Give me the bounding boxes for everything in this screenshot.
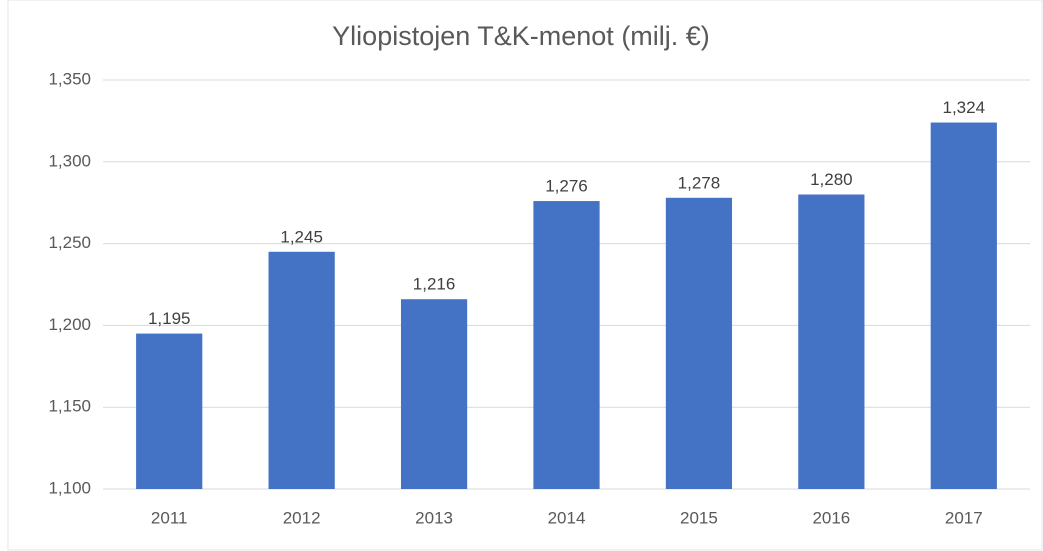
bar <box>665 197 733 490</box>
chart-title: Yliopistojen T&K-menot (milj. €) <box>332 21 710 51</box>
bar <box>533 201 600 489</box>
data-label: 1,278 <box>678 173 721 192</box>
chart-border <box>7 0 1043 551</box>
data-label: 1,280 <box>810 170 853 189</box>
x-tick-label: 2015 <box>680 508 718 527</box>
y-tick-label: 1,150 <box>48 397 91 416</box>
y-tick-label: 1,200 <box>48 315 91 334</box>
bar <box>268 251 335 489</box>
bar <box>136 333 203 489</box>
y-tick-label: 1,250 <box>48 233 91 252</box>
data-label: 1,324 <box>943 98 986 117</box>
data-label: 1,195 <box>148 309 191 328</box>
x-tick-label: 2017 <box>945 508 983 527</box>
y-tick-label: 1,350 <box>48 69 91 88</box>
data-label: 1,276 <box>545 177 588 196</box>
y-tick-label: 1,300 <box>48 151 91 170</box>
y-tick-label: 1,100 <box>48 478 91 497</box>
x-tick-label: 2016 <box>812 508 850 527</box>
bar <box>930 122 997 489</box>
x-tick-label: 2011 <box>151 508 188 527</box>
data-label: 1,245 <box>280 227 323 246</box>
x-tick-label: 2014 <box>548 508 586 527</box>
data-label: 1,216 <box>413 275 456 294</box>
x-tick-label: 2012 <box>283 508 321 527</box>
bar <box>400 299 468 489</box>
bar <box>798 194 865 489</box>
x-tick-label: 2013 <box>415 508 453 527</box>
